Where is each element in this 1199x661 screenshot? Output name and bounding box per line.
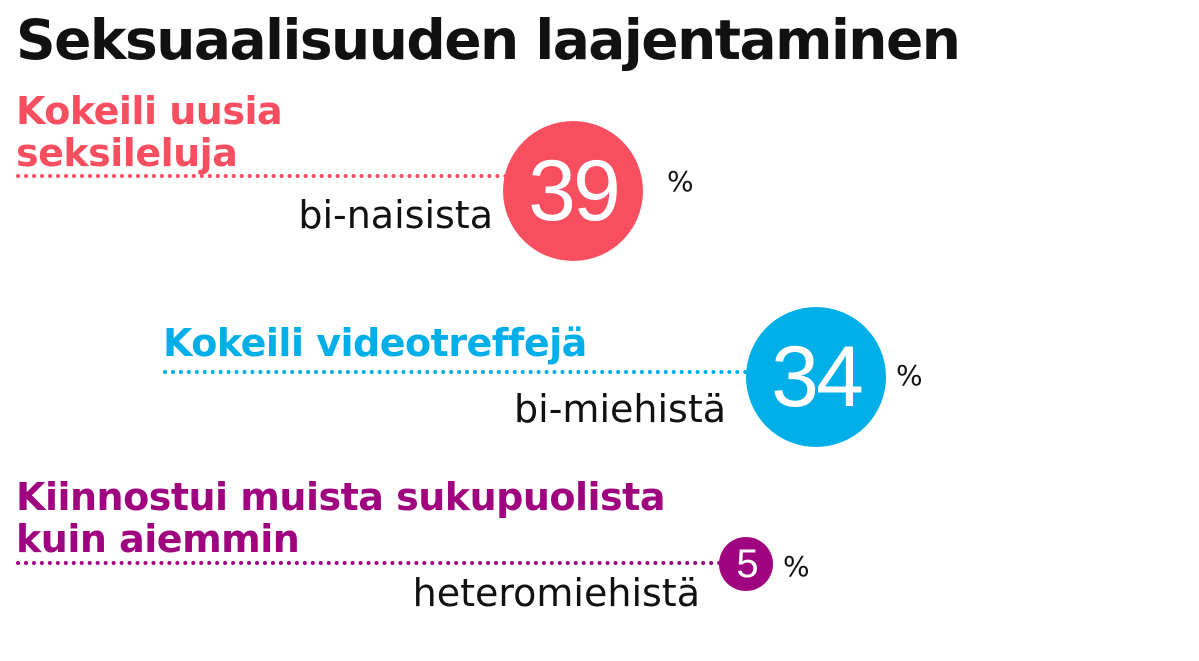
stat-label-line: kuin aiemmin	[16, 517, 300, 561]
stat-label-line: seksileluja	[16, 131, 238, 175]
leader-line	[16, 561, 722, 565]
leader-line	[16, 174, 508, 178]
stat-label: Kokeili videotreffejä	[163, 322, 587, 364]
stat-label: Kokeili uusia seksileluja	[16, 89, 283, 175]
stat-label: Kiinnostui muista sukupuolista kuin aiemm…	[16, 476, 665, 560]
stat-label-line: Kokeili videotreffejä	[163, 321, 587, 365]
value-number: 5	[736, 542, 758, 586]
value-bubble: 34	[746, 307, 886, 447]
group-label: bi-naisista	[298, 193, 493, 237]
value-bubble: 5	[719, 537, 773, 591]
group-label: bi-miehistä	[514, 387, 726, 431]
value-number: 39	[528, 143, 621, 239]
percent-sign: %	[896, 359, 923, 392]
group-label: heteromiehistä	[412, 571, 700, 615]
value-bubble: 39	[503, 121, 643, 261]
value-number: 34	[771, 329, 864, 425]
percent-sign: %	[667, 165, 694, 198]
stat-label-line: Kiinnostui muista sukupuolista	[16, 475, 665, 519]
leader-line	[163, 370, 748, 374]
stat-label-line: Kokeili uusia	[16, 89, 283, 133]
percent-sign: %	[783, 550, 810, 583]
chart-title: Seksuaalisuuden laajentaminen	[16, 8, 961, 72]
